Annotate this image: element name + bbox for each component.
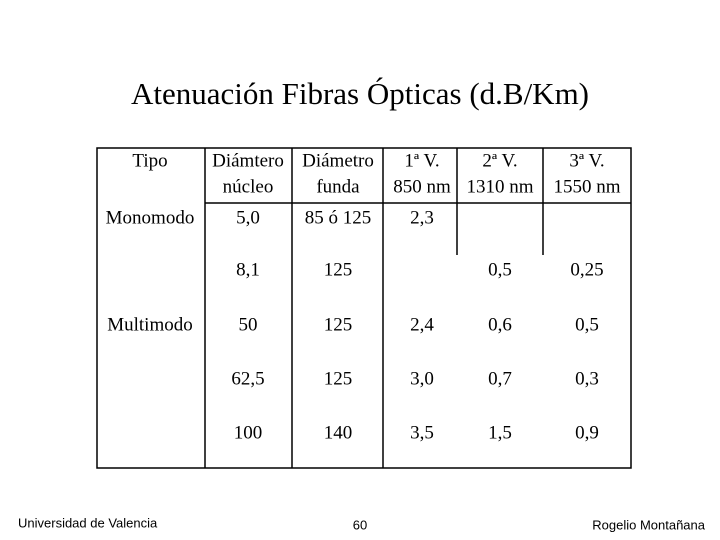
table-cell: 0,25 xyxy=(570,259,603,280)
header-cell: 1ª V. xyxy=(404,150,439,171)
header-cell: 2ª V. xyxy=(482,150,517,171)
header-cell: 1310 nm xyxy=(466,176,533,197)
row-label: Multimodo xyxy=(107,314,193,335)
table-cell: 1,5 xyxy=(488,422,512,443)
table-cell: 2,4 xyxy=(410,314,434,335)
table-cell: 140 xyxy=(324,422,353,443)
table-cell: 0,5 xyxy=(575,314,599,335)
table-cell: 3,5 xyxy=(410,422,434,443)
table-cell: 125 xyxy=(324,259,353,280)
table-border xyxy=(96,147,632,469)
table-cell: 0,9 xyxy=(575,422,599,443)
header-cell: 1550 nm xyxy=(553,176,620,197)
header-cell: 850 nm xyxy=(393,176,451,197)
footer-left: Universidad de Valencia xyxy=(18,515,158,530)
header-cell: Diámetro xyxy=(302,150,374,171)
footer-right: Rogelio Montañana xyxy=(592,517,706,532)
table-cell: 100 xyxy=(234,422,263,443)
table-cell: 0,5 xyxy=(488,259,512,280)
table-cell: 50 xyxy=(239,314,258,335)
table-cell: 3,0 xyxy=(410,368,434,389)
row-label: Monomodo xyxy=(106,207,195,228)
table-cell: 2,3 xyxy=(410,207,434,228)
slide-title: Atenuación Fibras Ópticas (d.B/Km) xyxy=(131,76,589,111)
header-cell: Diámtero xyxy=(212,150,284,171)
header-cell: funda xyxy=(316,176,360,197)
table-cell: 125 xyxy=(324,314,353,335)
table-cell: 0,6 xyxy=(488,314,512,335)
header-cell: Tipo xyxy=(132,150,167,171)
header-cell: 3ª V. xyxy=(569,150,604,171)
table-grid xyxy=(96,147,632,469)
header-cell: núcleo xyxy=(223,176,274,197)
table-cell: 62,5 xyxy=(231,368,264,389)
table-cell: 0,3 xyxy=(575,368,599,389)
table-cell: 0,7 xyxy=(488,368,512,389)
footer-page: 60 xyxy=(353,517,367,532)
table-cell: 85 ó 125 xyxy=(305,207,372,228)
table-cell: 8,1 xyxy=(236,259,260,280)
table-cell: 125 xyxy=(324,368,353,389)
table-cell: 5,0 xyxy=(236,207,260,228)
